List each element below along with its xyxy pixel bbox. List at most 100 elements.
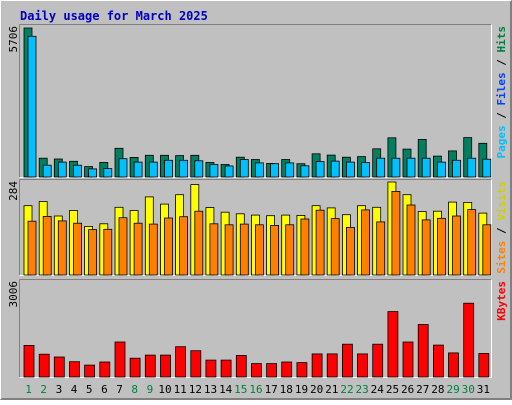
bar-pages-day-27 xyxy=(421,157,431,178)
bar-sites-day-20 xyxy=(315,209,325,276)
bar-kbytes-day-11 xyxy=(175,346,187,378)
legend-entry: KBytes xyxy=(495,281,508,321)
bar-kbytes-day-26 xyxy=(402,341,414,378)
bar-pages-day-16 xyxy=(254,162,264,178)
x-tick-label-day-28: 28 xyxy=(431,383,444,396)
bar-kbytes-day-29 xyxy=(448,352,459,378)
bar-pages-day-22 xyxy=(345,161,355,178)
x-tick-label-day-4: 4 xyxy=(71,383,78,396)
bar-sites-day-27 xyxy=(421,219,431,276)
bar-pages-day-19 xyxy=(300,165,310,178)
bar-pages-day-14 xyxy=(224,165,234,178)
bar-kbytes-day-23 xyxy=(357,353,368,378)
bar-sites-day-7 xyxy=(118,217,128,276)
bar-kbytes-day-3 xyxy=(53,356,65,378)
bar-kbytes-day-12 xyxy=(190,350,202,378)
bar-sites-day-1 xyxy=(27,220,37,276)
x-tick-label-day-5: 5 xyxy=(86,383,93,396)
x-tick-label-day-3: 3 xyxy=(56,383,63,396)
x-tick-label-day-12: 12 xyxy=(189,383,202,396)
bar-pages-day-9 xyxy=(148,161,158,178)
bar-kbytes-day-20 xyxy=(311,353,323,378)
bar-pages-day-10 xyxy=(164,159,173,178)
bar-pages-day-4 xyxy=(73,164,82,178)
bar-sites-day-24 xyxy=(376,221,386,276)
bar-sites-day-25 xyxy=(391,190,401,276)
bar-kbytes-day-25 xyxy=(387,311,399,378)
bar-pages-day-3 xyxy=(57,161,67,178)
x-tick-label-day-6: 6 xyxy=(101,383,108,396)
bar-sites-day-6 xyxy=(103,228,113,276)
legend-entry: Pages xyxy=(495,125,508,158)
bar-kbytes-day-15 xyxy=(235,354,247,378)
x-tick-label-day-15: 15 xyxy=(234,383,247,396)
x-tick-label-day-7: 7 xyxy=(116,383,123,396)
bar-sites-day-13 xyxy=(209,223,219,276)
bar-sites-day-19 xyxy=(300,218,310,276)
bar-sites-day-18 xyxy=(285,224,295,276)
legend-entry: / xyxy=(495,221,508,241)
bar-pages-day-30 xyxy=(467,157,477,178)
panel-hits-files-pages-ytick-label: 5706 xyxy=(7,26,20,53)
bar-sites-day-3 xyxy=(57,220,67,276)
x-tick-label-day-21: 21 xyxy=(325,383,338,396)
x-tick-label-day-29: 29 xyxy=(446,383,459,396)
bar-sites-day-14 xyxy=(224,224,234,276)
bar-kbytes-day-8 xyxy=(129,357,141,378)
bar-kbytes-day-4 xyxy=(69,361,80,378)
bar-pages-day-29 xyxy=(452,159,461,178)
bar-sites-day-22 xyxy=(345,226,355,276)
bar-pages-day-25 xyxy=(391,157,401,178)
bar-sites-day-2 xyxy=(42,215,52,276)
bar-pages-day-18 xyxy=(285,162,295,178)
bar-pages-day-12 xyxy=(194,160,204,178)
bar-sites-day-23 xyxy=(361,209,370,276)
bar-pages-day-31 xyxy=(482,158,492,178)
panel-kbytes-ytick-label: 3006 xyxy=(7,281,20,308)
bar-kbytes-day-17 xyxy=(266,363,278,378)
bar-pages-day-15 xyxy=(239,159,249,178)
bar-sites-day-31 xyxy=(482,224,492,276)
bar-sites-day-8 xyxy=(133,222,143,276)
bar-pages-day-6 xyxy=(103,168,113,178)
bar-kbytes-day-22 xyxy=(341,343,353,378)
x-tick-label-day-13: 13 xyxy=(204,383,217,396)
bar-sites-day-30 xyxy=(467,209,477,276)
bar-sites-day-12 xyxy=(194,210,204,276)
bar-pages-day-5 xyxy=(88,168,97,178)
panel-visits-sites-legend: Sites / Visits xyxy=(495,181,508,274)
x-tick-label-day-8: 8 xyxy=(131,383,138,396)
bar-sites-day-9 xyxy=(148,223,158,276)
x-tick-label-day-11: 11 xyxy=(174,383,187,396)
bar-kbytes-day-28 xyxy=(432,344,444,378)
bar-pages-day-7 xyxy=(118,158,128,178)
x-tick-label-day-26: 26 xyxy=(401,383,414,396)
panel-hits-files-pages-bg xyxy=(19,24,492,178)
bar-kbytes-day-6 xyxy=(99,361,111,378)
legend-entry: / xyxy=(495,53,508,73)
legend-entry: / xyxy=(495,106,508,126)
bar-sites-day-29 xyxy=(452,215,461,276)
bar-kbytes-day-16 xyxy=(250,363,262,378)
panel-hits-files-pages-legend: Pages / Files / Hits xyxy=(495,26,508,159)
x-tick-label-day-16: 16 xyxy=(249,383,262,396)
x-tick-label-day-2: 2 xyxy=(40,383,47,396)
x-tick-label-day-30: 30 xyxy=(462,383,475,396)
bar-pages-day-20 xyxy=(315,161,325,178)
bar-kbytes-day-13 xyxy=(205,359,217,378)
x-tick-label-day-27: 27 xyxy=(416,383,429,396)
bar-sites-day-5 xyxy=(88,229,97,276)
bar-pages-day-21 xyxy=(330,160,340,178)
x-tick-label-day-14: 14 xyxy=(219,383,233,396)
bar-pages-day-28 xyxy=(436,161,446,178)
bar-kbytes-day-30 xyxy=(463,302,475,378)
legend-entry: Files xyxy=(495,72,508,105)
bar-kbytes-day-1 xyxy=(23,344,35,378)
bar-kbytes-day-19 xyxy=(296,362,308,378)
bar-sites-day-17 xyxy=(270,224,280,276)
x-tick-label-day-19: 19 xyxy=(295,383,308,396)
bar-kbytes-day-10 xyxy=(160,354,171,378)
x-tick-label-day-1: 1 xyxy=(25,383,32,396)
bar-pages-day-1 xyxy=(27,35,37,178)
